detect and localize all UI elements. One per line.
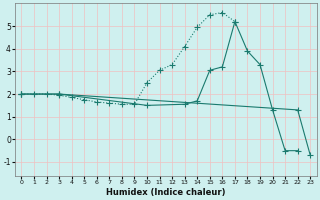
X-axis label: Humidex (Indice chaleur): Humidex (Indice chaleur) (106, 188, 226, 197)
